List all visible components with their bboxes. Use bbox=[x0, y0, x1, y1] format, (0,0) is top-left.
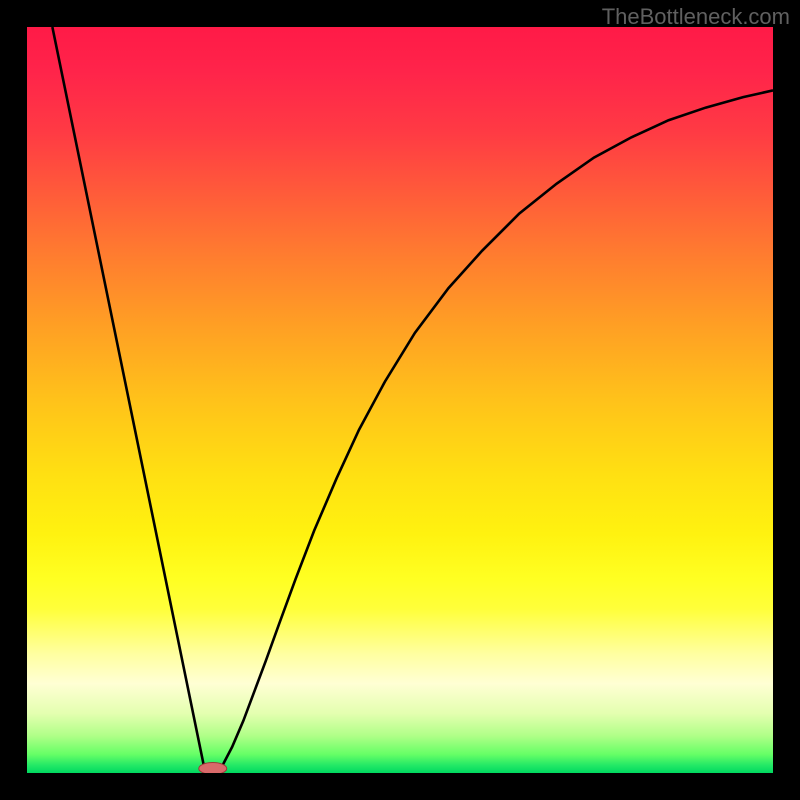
optimal-marker bbox=[199, 763, 227, 775]
bottleneck-chart bbox=[0, 0, 800, 800]
watermark-text: TheBottleneck.com bbox=[602, 4, 790, 30]
gradient-background bbox=[27, 27, 773, 773]
chart-container: TheBottleneck.com bbox=[0, 0, 800, 800]
